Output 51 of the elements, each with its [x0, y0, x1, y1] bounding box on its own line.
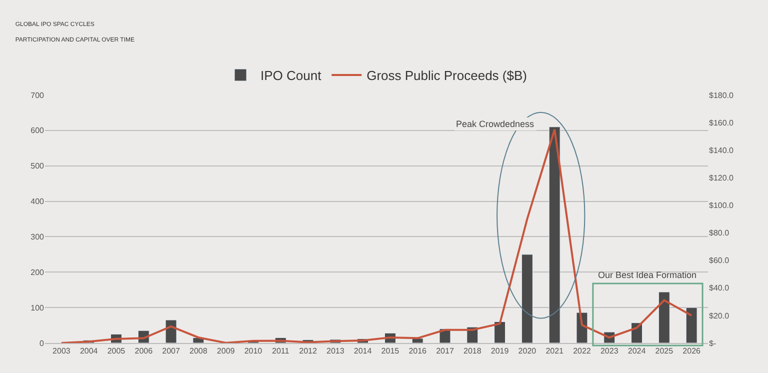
x-tick-label: 2005 — [107, 346, 126, 356]
legend-label: IPO Count — [260, 68, 322, 84]
annotation: Peak Crowdedness — [456, 119, 535, 129]
y2-tick-label: $140.0 — [709, 146, 734, 155]
y-tick-label: 700 — [30, 90, 45, 100]
y2-tick-label: $20.0 — [709, 311, 730, 320]
x-tick-label: 2008 — [190, 346, 208, 356]
annotation: Our Best Idea Formation — [598, 270, 697, 280]
bar — [686, 307, 698, 343]
y2-tick-label: $180.0 — [709, 90, 734, 100]
x-tick-label: 2025 — [655, 346, 674, 356]
bar — [521, 254, 533, 343]
x-tick-label: 2023 — [600, 346, 619, 356]
x-tick-label: 2009 — [216, 346, 236, 356]
y2-tick-label: $40.0 — [709, 284, 730, 293]
x-tick-label: 2020 — [518, 346, 537, 356]
x-tick-label: 2007 — [162, 346, 180, 356]
bar — [548, 126, 560, 343]
x-tick-label: 2014 — [354, 346, 372, 356]
y-tick-label: 400 — [30, 197, 45, 206]
y-tick-label: 300 — [30, 232, 45, 242]
x-tick-label: 2024 — [628, 346, 646, 356]
y2-tick-label: $80.0 — [709, 228, 730, 238]
y-tick-label: 100 — [30, 303, 45, 312]
y2-tick-label: $160.0 — [709, 118, 734, 128]
y-tick-label: 600 — [30, 126, 45, 136]
x-tick-label: 2015 — [381, 346, 400, 356]
x-tick-label: 2017 — [436, 346, 454, 356]
x-tick-label: 2004 — [80, 346, 98, 356]
y2-tick-label: $60.0 — [709, 256, 730, 266]
bar — [658, 292, 670, 343]
x-tick-label: 2021 — [546, 346, 564, 356]
y2-tick-label: $- — [709, 338, 716, 348]
x-tick-label: 2022 — [573, 346, 592, 356]
x-tick-label: 2019 — [490, 346, 510, 356]
x-tick-label: 2010 — [244, 346, 263, 356]
y2-tick-label: $100.0 — [709, 201, 734, 210]
x-tick-label: 2016 — [408, 346, 428, 356]
x-tick-label: 2026 — [682, 346, 702, 356]
x-tick-label: 2018 — [463, 346, 482, 356]
x-tick-label: 2006 — [134, 346, 154, 356]
x-tick-label: 2011 — [272, 346, 290, 356]
legend-label: Gross Public Proceeds ($B) — [366, 68, 527, 84]
y-tick-label: 0 — [40, 338, 45, 348]
y2-tick-label: $120.0 — [709, 173, 734, 182]
x-tick-label: 2013 — [326, 346, 345, 356]
y-tick-label: 500 — [30, 162, 45, 171]
y-tick-label: 200 — [30, 268, 45, 277]
x-tick-label: 2003 — [52, 346, 71, 356]
x-tick-label: 2012 — [299, 346, 318, 356]
bar — [494, 321, 506, 343]
